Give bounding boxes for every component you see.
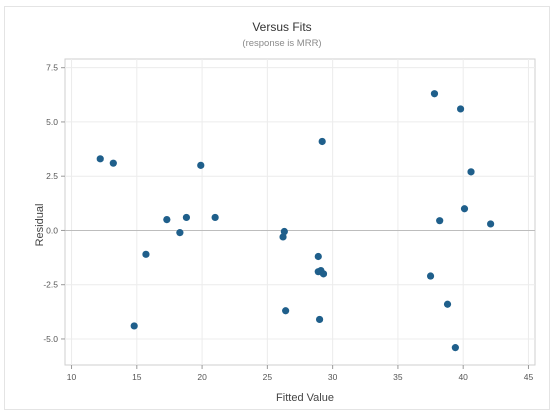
x-tick-label: 15 — [132, 372, 142, 382]
y-tick-label: 5.0 — [46, 117, 58, 127]
data-point — [96, 155, 104, 163]
chart-title: Versus Fits — [252, 20, 311, 34]
data-point — [460, 205, 469, 213]
x-tick-label: 45 — [524, 372, 534, 382]
chart-subtitle: (response is MRR) — [242, 38, 321, 49]
data-point — [109, 159, 117, 167]
data-point — [130, 322, 138, 330]
data-point — [176, 229, 184, 237]
data-point — [451, 344, 459, 352]
data-point — [318, 137, 326, 146]
plot-background — [64, 58, 536, 366]
data-point — [163, 215, 171, 224]
data-point — [211, 213, 219, 222]
data-point — [487, 220, 495, 228]
data-point — [430, 90, 439, 98]
data-point — [282, 307, 290, 315]
data-point — [197, 161, 205, 169]
data-point — [182, 213, 191, 222]
x-tick-label: 20 — [197, 372, 207, 382]
x-tick-label: 10 — [67, 372, 77, 382]
y-tick-label: 2.5 — [46, 171, 58, 181]
data-point — [315, 315, 324, 324]
data-point — [467, 168, 475, 176]
x-tick-label: 35 — [393, 372, 403, 382]
data-point — [436, 217, 444, 225]
x-tick-label: 25 — [263, 372, 273, 382]
x-tick-label: 40 — [458, 372, 468, 382]
y-tick-label: 7.5 — [46, 63, 58, 73]
y-tick-label: 0.0 — [46, 225, 58, 235]
data-point — [319, 270, 328, 278]
data-point — [279, 233, 287, 241]
data-point — [280, 227, 288, 236]
scatter-chart: Versus Fits (response is MRR) 10 15 20 25 30… — [34, 20, 536, 404]
chart-frame: Versus Fits (response is MRR) 10 15 20 25 30… — [4, 6, 550, 410]
y-tick-label: -2.5 — [43, 280, 58, 290]
data-point — [456, 105, 465, 113]
x-tick-label: 30 — [328, 372, 338, 382]
plot-area: 10 15 20 25 30 35 40 45 -5.0 -2.5 0.0 2.5 5.0 7.5 — [43, 58, 536, 382]
data-point — [142, 250, 150, 258]
data-point — [443, 300, 452, 308]
x-axis-label: Fitted Value — [276, 392, 334, 404]
data-point — [314, 252, 322, 261]
y-axis-label: Residual — [34, 204, 46, 247]
data-point — [426, 272, 435, 280]
y-tick-label: -5.0 — [43, 334, 58, 344]
